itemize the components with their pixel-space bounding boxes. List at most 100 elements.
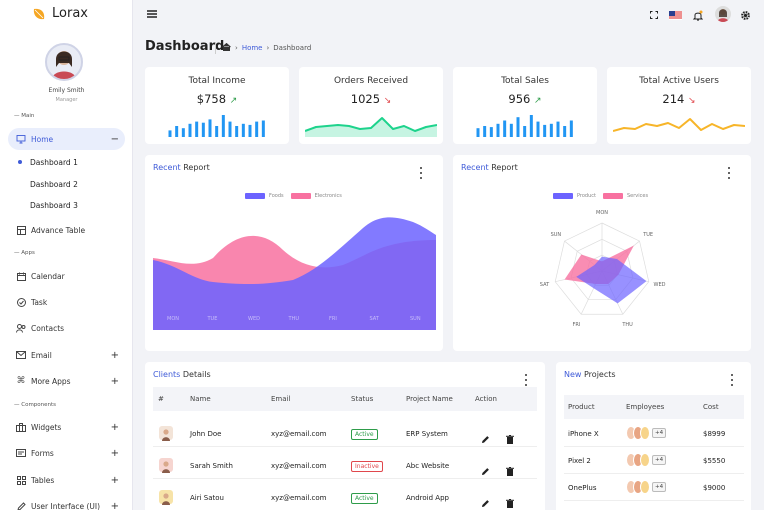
column-header: Name	[190, 395, 211, 403]
spark-bar	[483, 126, 487, 137]
radar-chart: MON TUE WED THU FRI SAT SUN	[540, 210, 666, 328]
sidebar-subitem-dashboard-1[interactable]: Dashboard 1	[30, 158, 78, 167]
spark-bar	[523, 126, 527, 137]
spark-bar	[549, 123, 553, 137]
avatar	[159, 490, 173, 505]
brand[interactable]: Lorax	[32, 6, 88, 21]
x-tick-label: THU	[288, 316, 299, 322]
radar-axis-label: WED	[654, 282, 666, 288]
project-cost: $9000	[703, 484, 726, 492]
home-icon[interactable]	[222, 42, 231, 53]
expand-icon[interactable]: +	[110, 421, 119, 433]
sidebar-item-task[interactable]: Task	[8, 291, 125, 313]
x-tick-label: MON	[167, 316, 179, 322]
sidebar-item-more-apps[interactable]: ⌘ More Apps +	[8, 370, 125, 392]
spark-bar	[536, 121, 540, 137]
spark-bar	[543, 124, 547, 137]
breadcrumb-home-link[interactable]: Home	[241, 44, 263, 52]
spark-bar	[181, 128, 185, 137]
spark-bar	[241, 123, 245, 137]
x-tick-label: SUN	[410, 316, 421, 322]
trash-icon[interactable]	[506, 493, 514, 510]
spark-bar	[248, 124, 252, 137]
sidebar-item-label: Advance Table	[31, 225, 86, 235]
sidebar-item-calendar[interactable]: Calendar	[8, 265, 125, 287]
sidebar-item-email[interactable]: Email +	[8, 344, 125, 366]
sidebar-item-home[interactable]: Home −	[8, 128, 125, 150]
check-circle-icon	[16, 297, 26, 307]
edit-icon[interactable]	[481, 429, 490, 448]
menu-icon[interactable]	[147, 10, 157, 18]
client-email: xyz@email.com	[271, 462, 327, 470]
trash-icon[interactable]	[506, 429, 514, 448]
project-product: iPhone X	[568, 430, 599, 438]
table-icon	[16, 225, 26, 235]
x-tick-label: SAT	[369, 316, 379, 322]
more-vertical-icon[interactable]	[418, 167, 424, 179]
avatar[interactable]	[45, 43, 83, 81]
recent-report-radar-card: Recent Report Product Services MON TUE WED…	[453, 155, 751, 351]
radar-axis-label: SAT	[540, 282, 550, 288]
client-name: John Doe	[190, 430, 222, 438]
avatar[interactable]	[715, 6, 731, 22]
panel-title: Recent Report	[461, 163, 518, 172]
sidebar-item-contacts[interactable]: Contacts	[8, 317, 125, 339]
edit-icon[interactable]	[481, 493, 490, 510]
flag-us-icon[interactable]	[668, 8, 682, 22]
trend-down-icon: ↘	[688, 96, 696, 106]
radar-axis-label: MON	[596, 210, 608, 216]
sidebar-item-advance-table[interactable]: Advance Table	[8, 219, 125, 241]
spark-bar	[476, 128, 480, 137]
radar-axis-label: THU	[621, 322, 633, 328]
table-row: iPhone X +4 $8999	[564, 421, 744, 447]
column-header: Action	[475, 395, 497, 403]
column-header: Email	[271, 395, 291, 403]
sidebar-item-tables[interactable]: Tables +	[8, 469, 125, 491]
employee-avatars[interactable]: +4	[626, 426, 667, 440]
project-product: OnePlus	[568, 484, 597, 492]
sidebar-item-label: Task	[31, 297, 48, 307]
users-sparkline	[613, 118, 745, 132]
stat-card-total-income: Total Income $758 ↗	[145, 67, 289, 144]
collapse-icon[interactable]: −	[110, 133, 119, 145]
employee-avatars[interactable]: +4	[626, 480, 667, 494]
sidebar-item-widgets[interactable]: Widgets +	[8, 416, 125, 438]
legend-swatch	[245, 193, 265, 199]
x-tick-label: TUE	[207, 316, 218, 322]
gear-icon[interactable]	[738, 8, 752, 22]
table-row: Pixel 2 +4 $5550	[564, 448, 744, 474]
x-tick-label: FRI	[329, 316, 337, 322]
more-vertical-icon[interactable]	[729, 374, 735, 386]
avatar	[159, 426, 173, 441]
section-components: — Components	[14, 402, 57, 408]
column-header: Product	[568, 403, 595, 411]
spark-bar	[208, 119, 212, 137]
sidebar-item-user-interface[interactable]: User Interface (UI) +	[8, 495, 125, 510]
column-header: Project Name	[406, 395, 453, 403]
sidebar-item-forms[interactable]: Forms +	[8, 442, 125, 464]
stat-title: Total Active Users	[639, 76, 719, 86]
fullscreen-icon[interactable]	[647, 8, 661, 22]
chart-legend: Foods Electronics	[245, 193, 342, 199]
leaf-logo-icon	[33, 8, 45, 19]
expand-icon[interactable]: +	[110, 447, 119, 459]
expand-icon[interactable]: +	[110, 474, 119, 486]
sidebar-subitem-dashboard-2[interactable]: Dashboard 2	[30, 180, 78, 189]
foods-area	[153, 217, 436, 330]
client-project: Abc Website	[406, 462, 450, 470]
expand-icon[interactable]: +	[110, 349, 119, 361]
grid-icon	[16, 475, 26, 485]
more-vertical-icon[interactable]	[726, 167, 732, 179]
active-dot-icon	[18, 160, 22, 164]
sidebar-subitem-dashboard-3[interactable]: Dashboard 3	[30, 201, 78, 210]
expand-icon[interactable]: +	[110, 500, 119, 510]
bell-icon[interactable]	[691, 8, 705, 22]
column-header: Status	[351, 395, 374, 403]
more-vertical-icon[interactable]	[523, 374, 529, 386]
spark-bar	[516, 117, 520, 137]
employee-avatars[interactable]: +4	[626, 453, 667, 467]
expand-icon[interactable]: +	[110, 375, 119, 387]
edit-icon[interactable]	[481, 461, 490, 480]
trash-icon[interactable]	[506, 461, 514, 480]
column-header: Employees	[626, 403, 665, 411]
